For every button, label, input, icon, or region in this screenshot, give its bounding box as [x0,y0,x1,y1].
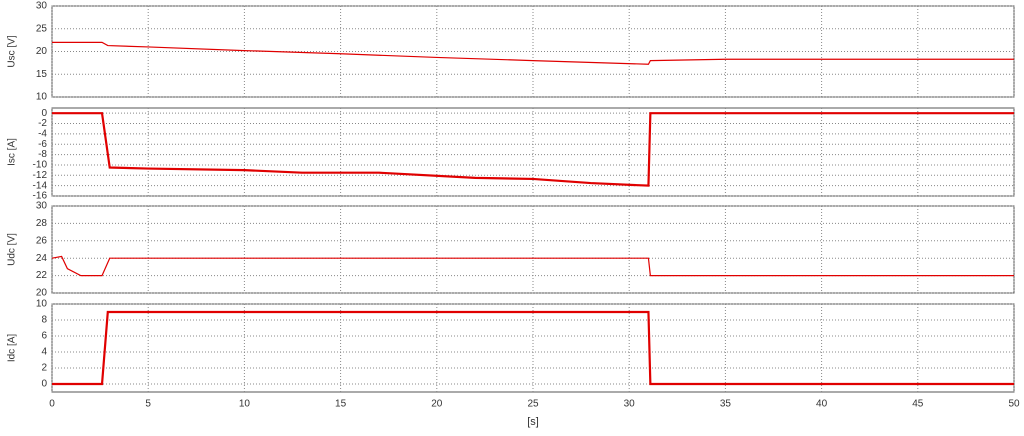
y-tick-label: -10 [33,160,48,171]
y-tick-label: 30 [36,1,48,12]
y-tick-label: -6 [38,139,47,150]
x-tick-label: 5 [145,399,151,410]
y-tick-label: 22 [36,270,48,281]
y-tick-label: 20 [36,288,48,299]
y-tick-label: 10 [36,299,48,310]
x-tick-label: 10 [239,399,251,410]
x-tick-label: 40 [816,399,828,410]
y-tick-label: -14 [33,180,48,191]
y-axis-label: Idc [A] [7,334,18,363]
data-line [52,41,1014,65]
x-tick-label: 45 [912,399,924,410]
data-line [51,255,1014,277]
x-tick-label: 30 [624,399,636,410]
y-tick-label: -12 [33,170,48,181]
y-tick-label: -4 [38,129,47,140]
y-tick-label: -8 [38,149,47,160]
x-tick-label: 25 [527,399,539,410]
y-tick-label: 15 [36,69,48,80]
x-tick-label: 20 [431,399,443,410]
y-tick-label: 25 [36,23,48,34]
y-axis-label: Udc [V] [7,233,18,266]
y-tick-label: 4 [41,347,47,358]
y-tick-label: 20 [36,46,48,57]
y-tick-label: 8 [41,315,47,326]
y-tick-label: 0 [41,108,47,119]
y-tick-label: 24 [36,253,48,264]
data-line [52,112,1014,187]
y-tick-label: 0 [41,379,47,390]
y-tick-label: 26 [36,235,48,246]
x-tick-label: 50 [1008,399,1020,410]
y-tick-label: 30 [36,201,48,212]
y-tick-label: 2 [41,363,47,374]
x-tick-label: 35 [720,399,732,410]
plot-area [51,107,1015,197]
x-axis-label: [s] [527,416,539,428]
y-axis-label: Isc [A] [7,138,18,166]
y-tick-label: 10 [36,92,48,103]
x-tick-label: 15 [335,399,347,410]
y-tick-label: 6 [41,331,47,342]
x-tick-label: 0 [49,399,55,410]
y-axis-label: Usc [V] [7,35,18,67]
y-tick-label: -16 [33,191,48,202]
plot-area [51,303,1015,393]
data-line [52,310,1014,386]
y-tick-label: 28 [36,218,48,229]
plot-area [51,205,1015,294]
y-tick-label: -2 [38,118,47,129]
